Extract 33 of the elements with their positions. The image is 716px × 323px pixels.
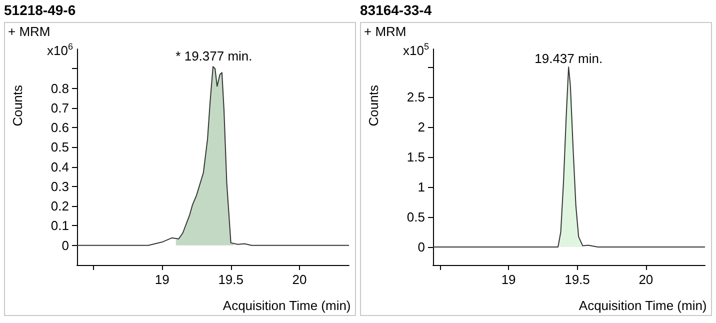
line-series bbox=[76, 66, 350, 246]
x-tick-label: 19.5 bbox=[564, 272, 590, 287]
x-tick-label: 19 bbox=[154, 272, 170, 287]
x-tick-label: 19 bbox=[501, 272, 516, 287]
y-tick-label: 0.1 bbox=[50, 218, 69, 234]
annotation: 19.437 min. bbox=[534, 51, 603, 66]
y-tick-label: 0.3 bbox=[50, 178, 69, 194]
y-tick-label: 1.5 bbox=[406, 150, 425, 164]
chart-title: 83164-33-4 bbox=[360, 2, 433, 20]
text: + MRM bbox=[364, 24, 406, 39]
x-axis-title: Acquisition Time (min) bbox=[222, 298, 351, 313]
text: + MRM bbox=[8, 24, 50, 39]
x-tick-label: 19.5 bbox=[218, 272, 244, 287]
y-tick-label: 0.5 bbox=[50, 140, 69, 155]
annotation: * 19.377 min. bbox=[176, 48, 252, 64]
y-tick-label: 1 bbox=[418, 180, 425, 194]
x-tick-label: 20 bbox=[638, 272, 654, 287]
y-tick-label: 0.4 bbox=[50, 159, 69, 174]
x-tick-label: 20 bbox=[292, 272, 307, 287]
y-tick-label: 0 bbox=[418, 240, 425, 254]
y-tick-label: 0.5 bbox=[406, 210, 425, 224]
y-tick-label: 0 bbox=[62, 238, 69, 253]
y-tick-label: 0.6 bbox=[50, 120, 69, 136]
y-tick-label: 2 bbox=[418, 120, 425, 134]
chart-title: 51218-49-6 bbox=[4, 2, 77, 20]
y-tick-label: 0.7 bbox=[50, 100, 69, 116]
y-tick-label: 0.2 bbox=[50, 198, 69, 214]
y-axis-title: Counts bbox=[10, 84, 25, 126]
y-axis-title: Counts bbox=[366, 84, 381, 126]
line-series bbox=[432, 66, 706, 248]
y-tick-label: 0.8 bbox=[50, 80, 69, 96]
x-axis-title: Acquisition Time (min) bbox=[578, 298, 707, 313]
y-tick-label: 2.5 bbox=[406, 90, 425, 104]
